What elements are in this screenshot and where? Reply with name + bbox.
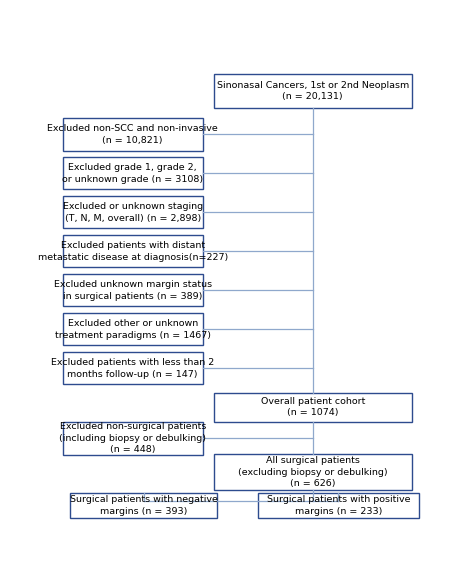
FancyBboxPatch shape <box>63 313 202 346</box>
Text: Excluded unknown margin status
in surgical patients (n = 389): Excluded unknown margin status in surgic… <box>54 280 212 300</box>
FancyBboxPatch shape <box>213 74 412 108</box>
Text: Surgical patients with positive
margins (n = 233): Surgical patients with positive margins … <box>267 495 410 516</box>
FancyBboxPatch shape <box>213 392 412 421</box>
Text: Excluded other or unknown
treatment paradigms (n = 1467): Excluded other or unknown treatment para… <box>55 319 211 339</box>
FancyBboxPatch shape <box>63 118 202 151</box>
FancyBboxPatch shape <box>63 421 202 455</box>
FancyBboxPatch shape <box>213 455 412 490</box>
Text: Excluded patients with distant
metastatic disease at diagnosis(n=227): Excluded patients with distant metastati… <box>37 241 228 261</box>
FancyBboxPatch shape <box>63 157 202 190</box>
FancyBboxPatch shape <box>63 196 202 229</box>
FancyBboxPatch shape <box>63 352 202 385</box>
Text: All surgical patients
(excluding biopsy or debulking)
(n = 626): All surgical patients (excluding biopsy … <box>238 456 388 488</box>
FancyBboxPatch shape <box>70 494 217 518</box>
Text: Excluded or unknown staging
(T, N, M, overall) (n = 2,898): Excluded or unknown staging (T, N, M, ov… <box>63 202 203 222</box>
FancyBboxPatch shape <box>63 235 202 268</box>
FancyBboxPatch shape <box>63 274 202 307</box>
Text: Excluded grade 1, grade 2,
or unknown grade (n = 3108): Excluded grade 1, grade 2, or unknown gr… <box>62 163 203 183</box>
FancyBboxPatch shape <box>258 494 419 518</box>
Text: Excluded patients with less than 2
months follow-up (n = 147): Excluded patients with less than 2 month… <box>51 358 214 378</box>
Text: Overall patient cohort
(n = 1074): Overall patient cohort (n = 1074) <box>261 397 365 417</box>
Text: Sinonasal Cancers, 1st or 2nd Neoplasm
(n = 20,131): Sinonasal Cancers, 1st or 2nd Neoplasm (… <box>217 81 409 101</box>
Text: Excluded non-surgical patients
(including biopsy or debulking)
(n = 448): Excluded non-surgical patients (includin… <box>59 423 206 455</box>
Text: Surgical patients with negative
margins (n = 393): Surgical patients with negative margins … <box>70 495 218 516</box>
Text: Excluded non-SCC and non-invasive
(n = 10,821): Excluded non-SCC and non-invasive (n = 1… <box>47 124 218 144</box>
